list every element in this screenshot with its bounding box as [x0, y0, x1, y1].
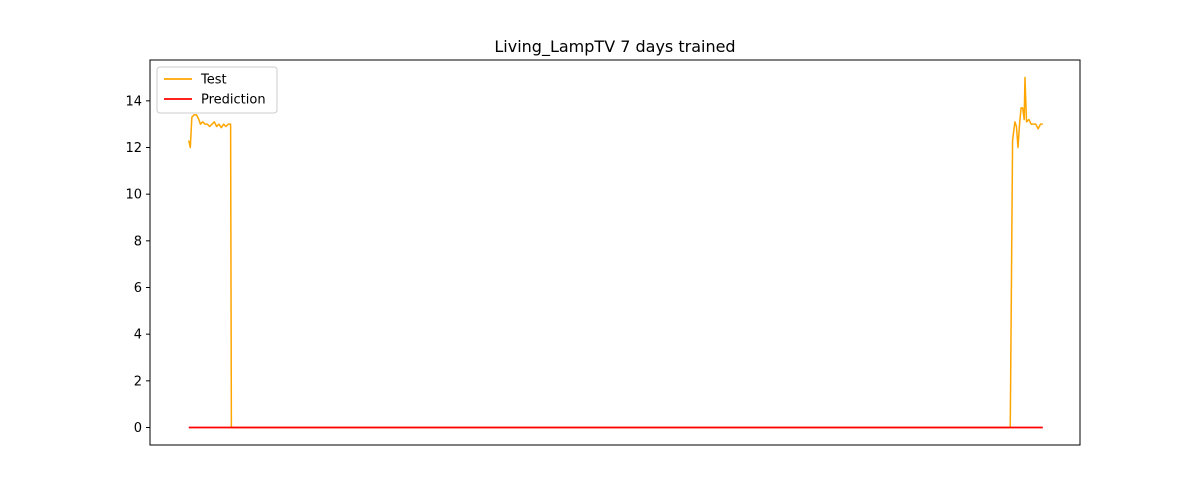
y-tick-label: 14	[125, 94, 142, 109]
legend: Test Prediction	[156, 66, 278, 114]
y-tick-label: 0	[134, 421, 142, 436]
y-axis: 0 2 4 6 8 10 12 14	[125, 94, 150, 436]
plot-area	[150, 60, 1080, 445]
chart-title: Living_LampTV 7 days trained	[494, 37, 735, 57]
y-tick-label: 10	[125, 188, 142, 203]
y-tick-label: 2	[134, 374, 142, 389]
y-tick-label: 4	[134, 328, 142, 343]
series-line-test	[188, 76, 1043, 429]
legend-label-prediction: Prediction	[201, 93, 266, 108]
legend-label-test: Test	[200, 73, 227, 88]
series-layer	[188, 76, 1043, 429]
y-tick-label: 8	[134, 234, 142, 249]
y-tick-label: 12	[125, 141, 142, 156]
y-tick-label: 6	[134, 281, 142, 296]
plot-frame	[149, 59, 1081, 446]
